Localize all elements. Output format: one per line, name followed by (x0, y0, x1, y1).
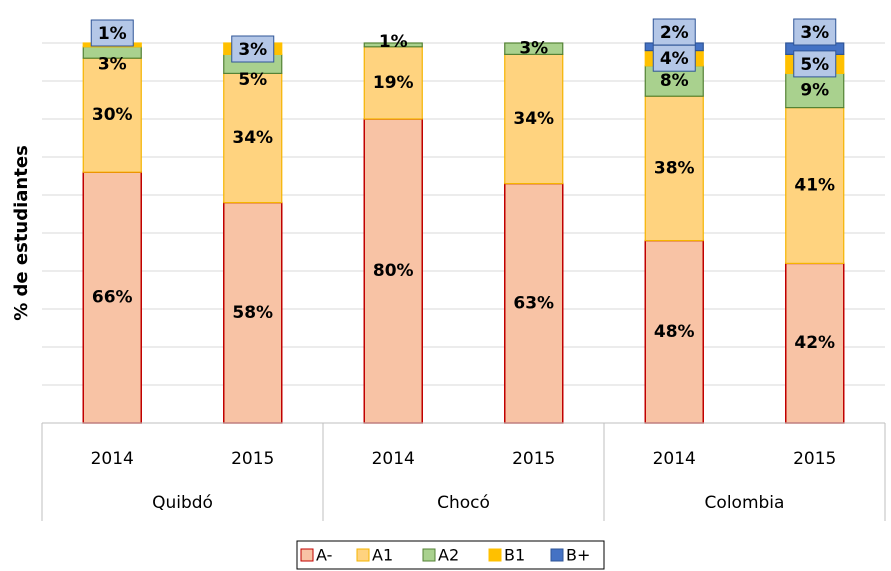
bar-segment (644, 239, 704, 424)
legend-swatch (356, 548, 370, 562)
bar-segment (223, 72, 283, 204)
bar-segment (504, 182, 564, 424)
label-callout (793, 50, 837, 78)
data-label: 41% (794, 176, 835, 196)
label-callout (652, 44, 696, 72)
x-tick-label: 2014 (372, 449, 415, 469)
bar-segment (82, 171, 142, 424)
data-label: 48% (654, 322, 695, 342)
legend-label: A2 (438, 546, 459, 565)
data-label: 8% (660, 71, 689, 91)
legend-swatch (550, 548, 564, 562)
data-label: 34% (513, 109, 554, 129)
x-tick-label: 2015 (231, 449, 274, 469)
data-label: 80% (373, 261, 414, 281)
legend-label: B+ (566, 546, 590, 565)
data-label: 5% (238, 70, 267, 90)
bar-segment (785, 106, 845, 265)
y-axis-label: % de estudiantes (11, 145, 32, 321)
data-label: 63% (513, 293, 554, 313)
x-tick-label: 2015 (793, 449, 836, 469)
data-label: 3% (238, 40, 267, 60)
data-label: 66% (92, 288, 133, 308)
bar-segment (785, 72, 845, 109)
bar-segment (785, 262, 845, 424)
data-label: 5% (800, 55, 829, 75)
x-tick-label: 2014 (653, 449, 696, 469)
bar-segment (363, 46, 423, 120)
legend-label: A1 (372, 546, 393, 565)
data-label: 1% (98, 24, 127, 44)
label-callout (90, 19, 134, 47)
legend-label: B1 (504, 546, 525, 565)
bar-segment (82, 57, 142, 173)
legend-swatch (422, 548, 436, 562)
data-label: 3% (519, 39, 548, 59)
label-callout (652, 18, 696, 46)
x-tick-label: 2015 (512, 449, 555, 469)
data-label: 3% (800, 23, 829, 43)
x-tick-label: 2014 (91, 449, 134, 469)
legend-swatch (488, 548, 502, 562)
data-label: 58% (232, 303, 273, 323)
label-callout (231, 35, 275, 63)
bar-segment (223, 201, 283, 424)
data-label: 2% (660, 23, 689, 43)
group-label: Quibdó (152, 493, 213, 513)
data-label: 4% (660, 49, 689, 69)
bar-segment (363, 42, 423, 48)
bar-segment (504, 53, 564, 185)
data-label: 38% (654, 158, 695, 178)
legend-swatch (300, 548, 314, 562)
data-label: 30% (92, 105, 133, 125)
data-label: 3% (98, 55, 127, 75)
data-label: 42% (794, 333, 835, 353)
legend-label: A- (316, 546, 332, 565)
bar-segment (644, 95, 704, 242)
data-label: 19% (373, 73, 414, 93)
data-label: 1% (379, 32, 408, 52)
group-label: Chocó (437, 493, 490, 513)
label-callout (793, 18, 837, 46)
group-label: Colombia (705, 493, 785, 513)
bar-segment (504, 42, 564, 55)
data-label: 34% (232, 128, 273, 148)
data-label: 9% (800, 81, 829, 101)
